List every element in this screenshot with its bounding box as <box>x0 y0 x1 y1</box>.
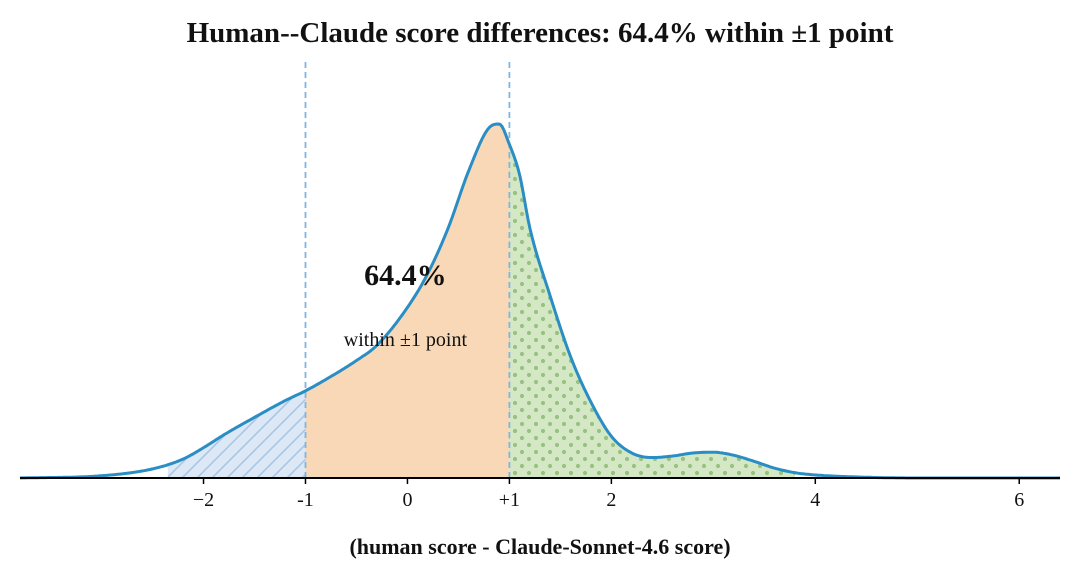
x-tick: 6 <box>1014 478 1024 511</box>
x-tick-label: +1 <box>499 489 520 511</box>
x-tick: 0 <box>402 478 412 511</box>
x-tick-label: 4 <box>810 489 820 511</box>
chart-title: Human--Claude score differences: 64.4% w… <box>187 17 894 49</box>
region-within <box>305 124 510 478</box>
x-axis-ticks: −2 -1 0 +1 2 4 6 <box>193 478 1024 511</box>
x-axis-label: (human score - Claude-Sonnet-4.6 score) <box>349 534 730 559</box>
x-tick-label: −2 <box>193 489 214 511</box>
annotation-label: within ±1 point <box>344 329 468 351</box>
x-tick-label: -1 <box>297 489 314 511</box>
region-below <box>167 390 306 478</box>
annotation-percent: 64.4% <box>364 259 447 292</box>
x-tick: −2 <box>193 478 214 511</box>
x-tick-label: 6 <box>1014 489 1024 511</box>
x-tick: 2 <box>606 478 616 511</box>
x-tick-label: 2 <box>606 489 616 511</box>
x-tick: -1 <box>297 478 314 511</box>
x-tick: +1 <box>499 478 520 511</box>
x-tick: 4 <box>810 478 820 511</box>
x-tick-label: 0 <box>402 489 412 511</box>
region-above <box>509 144 795 478</box>
